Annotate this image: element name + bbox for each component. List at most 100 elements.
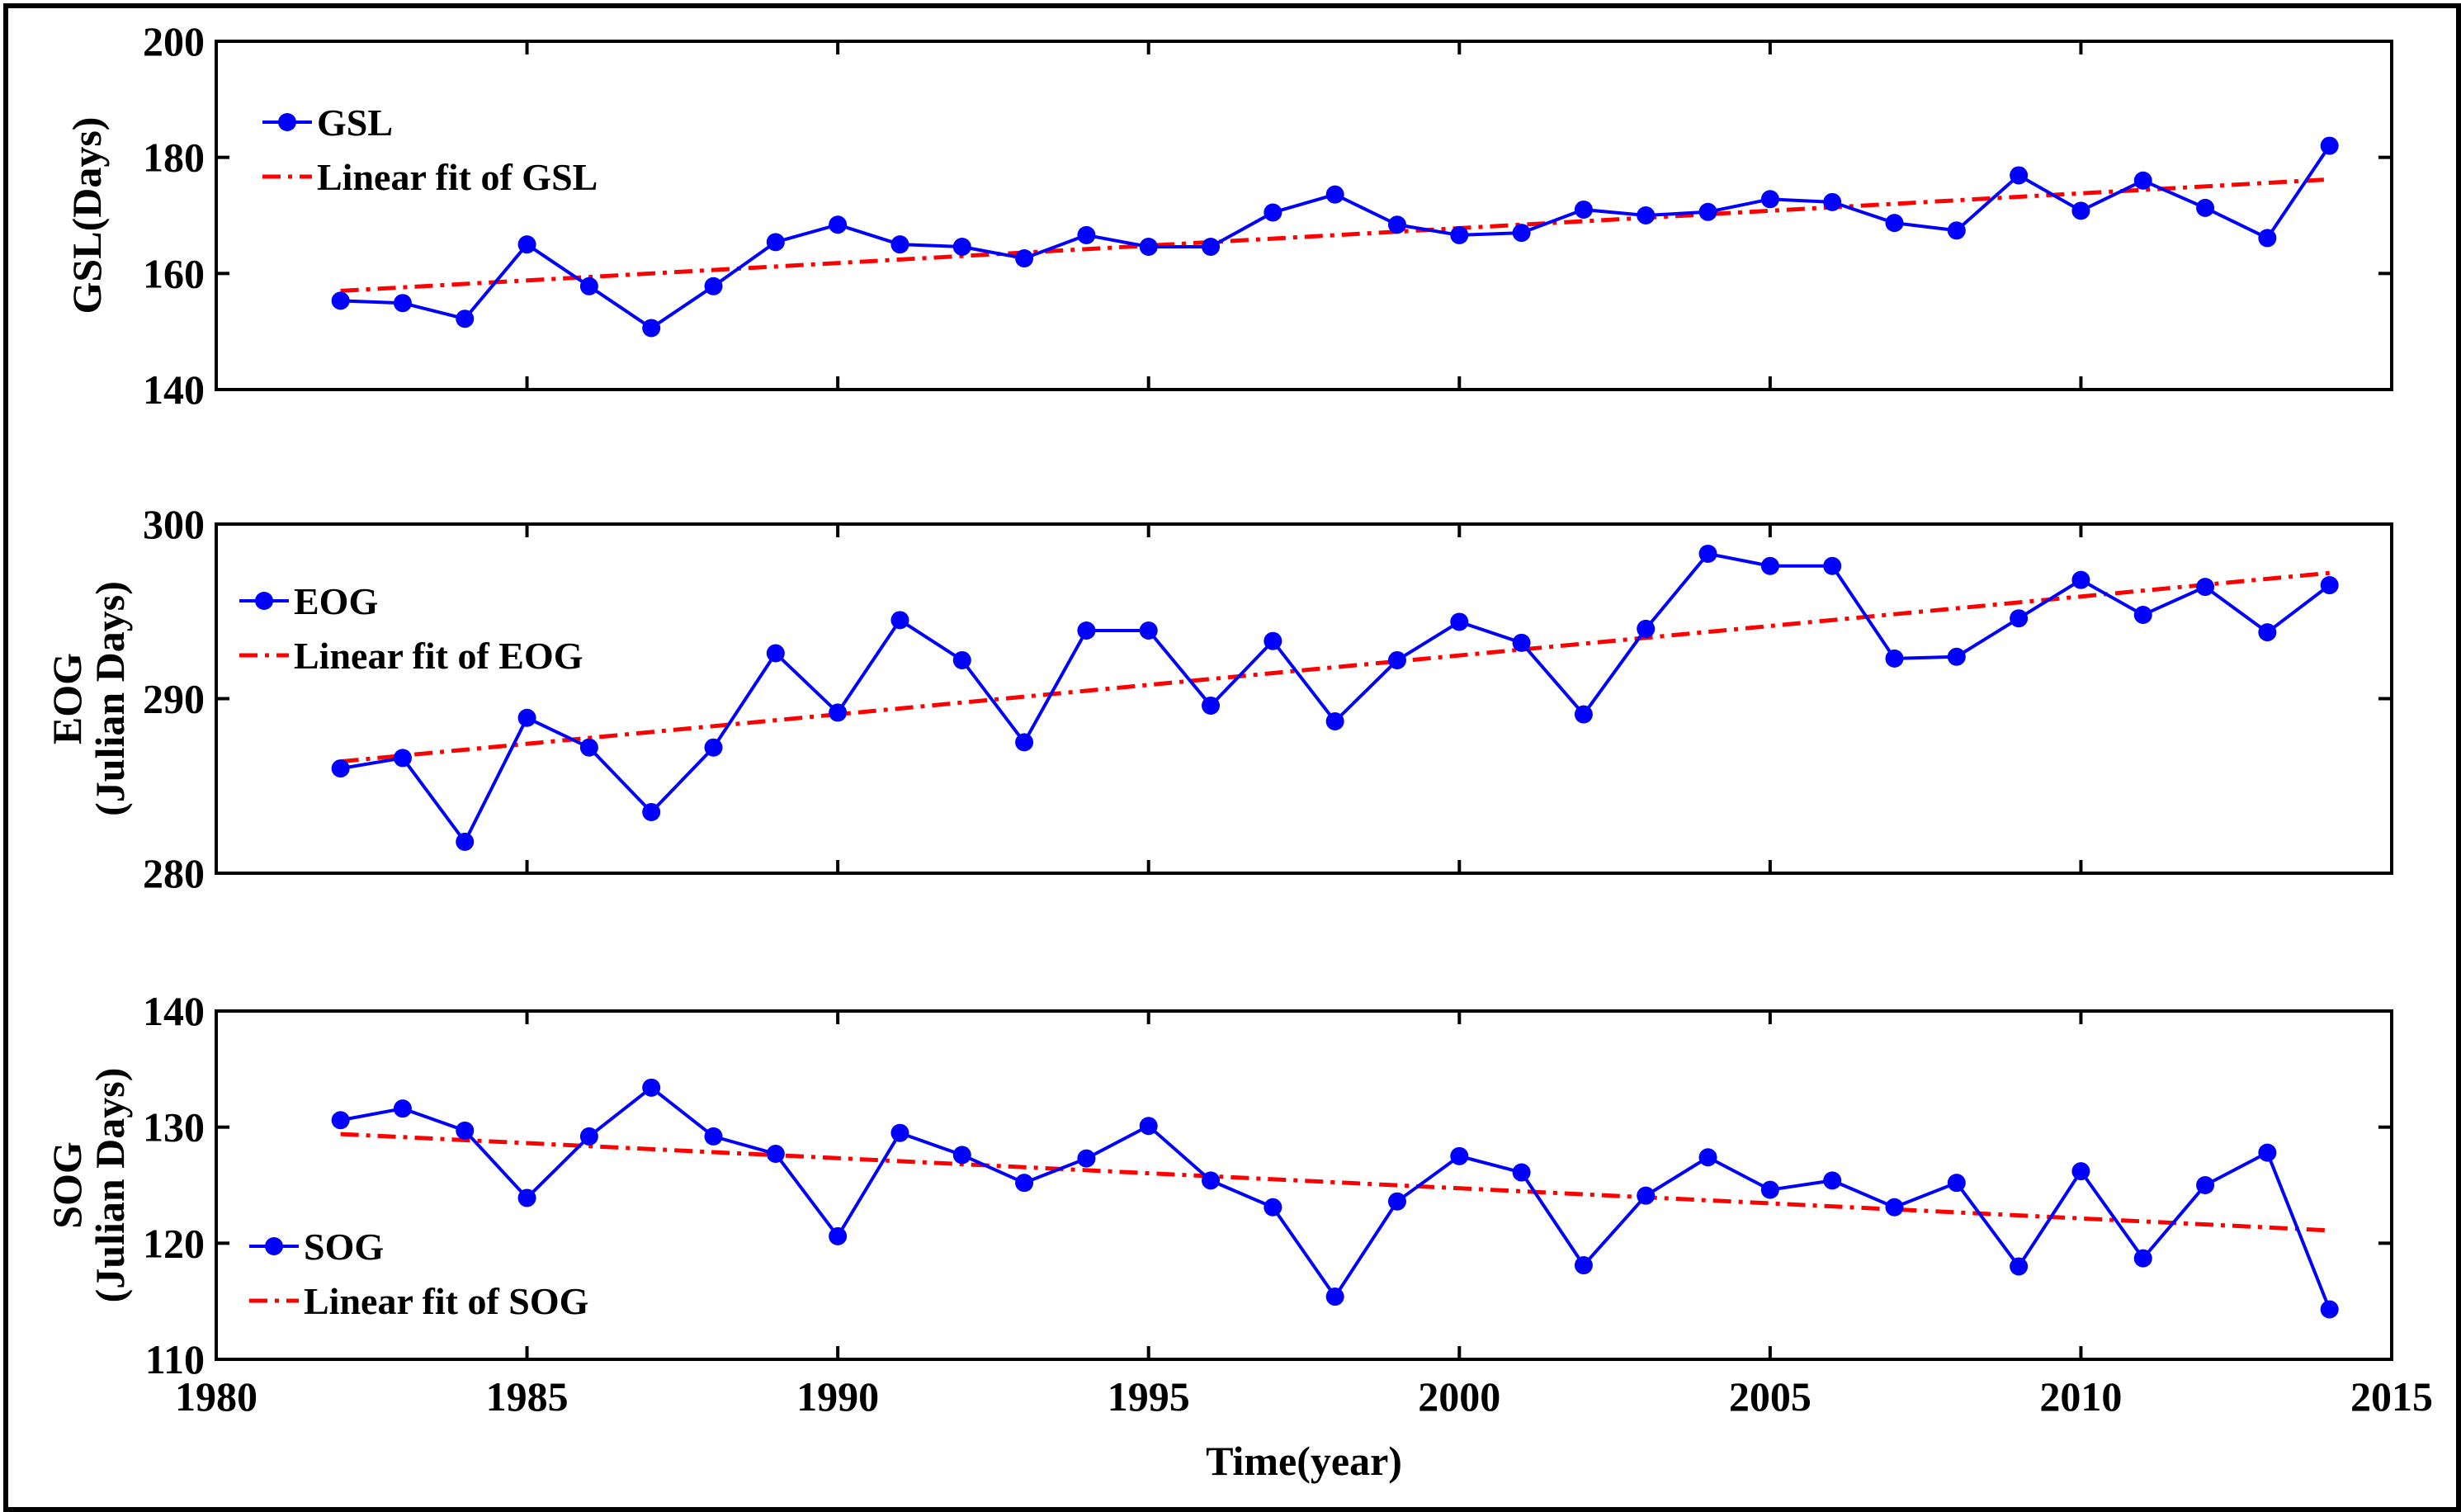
sog-data-point	[1947, 1174, 1966, 1193]
gsl-legend-fit-label: Linear fit of GSL	[317, 156, 598, 198]
sog-data-point	[1264, 1198, 1282, 1217]
eog-data-point	[456, 832, 475, 851]
sog-data-point	[2320, 1300, 2339, 1319]
eog-data-point	[1450, 612, 1469, 631]
sog-xtick-label: 1985	[486, 1373, 569, 1420]
eog-data-point	[1574, 705, 1593, 724]
gsl-data-point	[393, 294, 412, 313]
eog-data-point	[1760, 556, 1779, 575]
sog-fit-line	[340, 1132, 2330, 1233]
eog-data-point	[890, 611, 909, 630]
gsl-data-point	[829, 215, 848, 234]
gsl-data-point	[456, 309, 475, 328]
gsl-data-point	[766, 233, 785, 252]
sog-data-point	[1885, 1198, 1904, 1217]
eog-legend-label: EOG	[294, 580, 378, 622]
gsl-fit-line	[340, 177, 2330, 293]
sog-xtick-label: 2000	[1418, 1373, 1500, 1420]
sog-data-point	[2133, 1249, 2152, 1268]
gsl-data-point	[1202, 237, 1221, 256]
eog-data-point	[1512, 633, 1531, 652]
gsl-data-point	[2071, 201, 2090, 220]
eog-data-point	[952, 650, 971, 669]
sog-data-point	[2010, 1257, 2029, 1276]
eog-data-point	[1387, 650, 1406, 669]
eog-ytick-label: 290	[143, 676, 205, 722]
eog-data-point	[1077, 621, 1096, 640]
gsl-data-point	[704, 276, 723, 295]
x-axis-label: Time(year)	[1206, 1438, 1402, 1484]
sog-data-point	[1387, 1192, 1406, 1211]
eog-ytick-label: 280	[143, 850, 205, 896]
gsl-ytick-label: 160	[143, 250, 205, 296]
eog-data-point	[1885, 649, 1904, 668]
eog-fit-line	[340, 570, 2330, 764]
sog-ytick-label: 110	[145, 1336, 205, 1382]
sog-y-axis-label: SOG	[44, 1141, 90, 1229]
sog-data-point	[1574, 1256, 1593, 1275]
eog-data-point	[1264, 631, 1282, 650]
sog-data-point	[2258, 1143, 2277, 1162]
sog-y-axis-label: (Julian Days)	[87, 1068, 133, 1303]
eog-data-point	[829, 703, 848, 722]
gsl-data-point	[1015, 249, 1034, 268]
gsl-data-point	[642, 319, 661, 338]
eog-data-point	[2258, 623, 2277, 642]
sog-data-point	[952, 1146, 971, 1165]
eog-data-point	[1202, 696, 1221, 715]
gsl-data-point	[1450, 225, 1469, 244]
eog-data-point	[1637, 619, 1656, 638]
eog-data-point	[331, 759, 350, 778]
gsl-data-point	[331, 291, 350, 310]
sog-data-point	[766, 1145, 785, 1164]
gsl-data-point	[2133, 171, 2152, 190]
gsl-data-point	[2196, 198, 2215, 217]
sog-ytick-label: 120	[143, 1220, 205, 1266]
gsl-series-line	[340, 144, 2331, 330]
sog-data-point	[393, 1099, 412, 1118]
sog-xtick-label: 2015	[2350, 1373, 2433, 1420]
gsl-data-point	[1077, 225, 1096, 244]
gsl-data-point	[1325, 185, 1344, 204]
eog-data-point	[1325, 711, 1344, 730]
sog-data-point	[2071, 1162, 2090, 1181]
sog-data-point	[517, 1188, 536, 1207]
gsl-data-point	[517, 235, 536, 254]
eog-data-point	[1015, 733, 1034, 752]
gsl-data-point	[2320, 136, 2339, 155]
eog-data-point	[579, 738, 598, 757]
sog-data-point	[2196, 1176, 2215, 1194]
gsl-data-point	[2258, 229, 2277, 248]
sog-data-point	[642, 1078, 661, 1097]
eog-data-point	[2010, 609, 2029, 628]
gsl-legend-label: GSL	[317, 102, 393, 144]
eog-legend-marker-swatch	[255, 592, 273, 610]
gsl-data-point	[1760, 190, 1779, 209]
eog-data-point	[2133, 605, 2152, 624]
sog-data-point	[1077, 1149, 1096, 1168]
sog-xtick-label: 2005	[1729, 1373, 1812, 1420]
sog-data-point	[704, 1127, 723, 1146]
gsl-data-point	[1139, 237, 1158, 256]
eog-data-point	[517, 708, 536, 727]
sog-xtick-label: 2010	[2039, 1373, 2122, 1420]
gsl-legend-marker-swatch	[278, 113, 296, 131]
eog-data-point	[704, 738, 723, 757]
sog-xtick-label: 1990	[796, 1373, 879, 1420]
sog-data-point	[1202, 1171, 1221, 1190]
sog-data-point	[1637, 1186, 1656, 1205]
sog-data-point	[1823, 1171, 1842, 1190]
gsl-data-point	[2010, 166, 2029, 185]
gsl-y-axis-label: GSL(Days)	[64, 117, 110, 314]
sog-data-point	[331, 1111, 350, 1130]
eog-data-point	[642, 802, 661, 821]
eog-y-axis-label: (Julian Days)	[87, 581, 133, 816]
sog-legend-fit-label: Linear fit of SOG	[304, 1280, 588, 1322]
eog-data-point	[1139, 621, 1158, 640]
eog-data-point	[1947, 647, 1966, 666]
gsl-data-point	[579, 276, 598, 295]
sog-xtick-label: 1980	[175, 1373, 257, 1420]
sog-data-point	[1139, 1117, 1158, 1136]
sog-data-point	[1760, 1180, 1779, 1199]
